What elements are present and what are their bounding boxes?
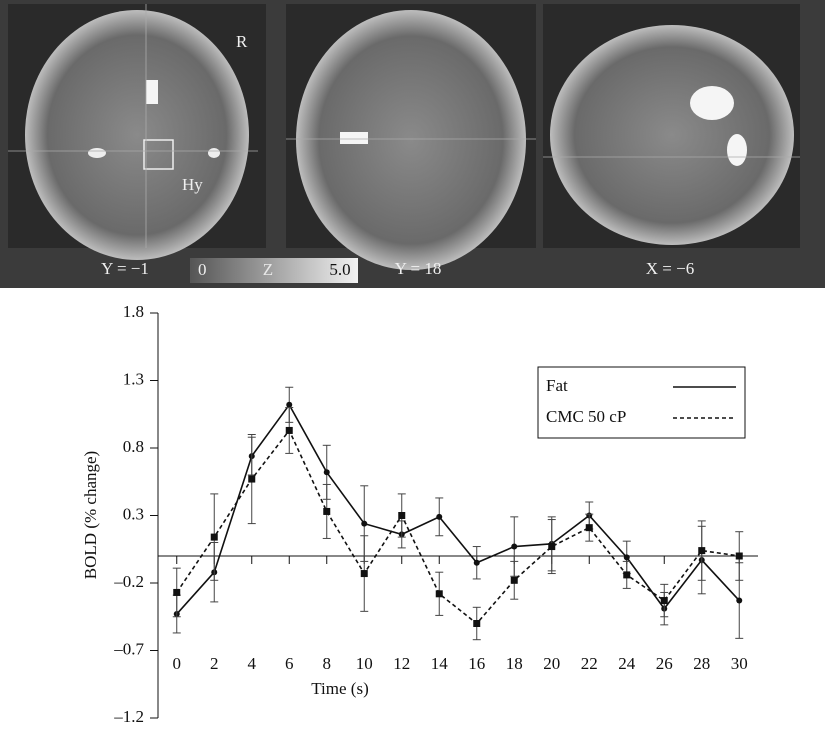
x-tick-label: 20	[543, 654, 560, 673]
x-tick-label: 30	[731, 654, 748, 673]
x-tick-label: 2	[210, 654, 219, 673]
colorbar-min: 0	[198, 260, 207, 279]
y-tick-label: 0.8	[123, 437, 144, 456]
colorbar-name: Z	[263, 260, 273, 279]
slice-label: Y = 18	[395, 259, 442, 278]
marker	[623, 554, 630, 561]
marker	[698, 547, 706, 555]
slice-label: X = −6	[646, 259, 694, 278]
colorbar-max: 5.0	[329, 260, 350, 279]
legend-box	[537, 366, 746, 439]
y-tick-label: –0.7	[113, 639, 144, 658]
slice-label: Y = −1	[101, 259, 149, 278]
marker	[736, 597, 743, 604]
marker	[623, 571, 631, 579]
marker	[473, 620, 481, 627]
x-tick-label: 24	[618, 654, 636, 673]
x-tick-label: 18	[506, 654, 523, 673]
legend-label: Fat	[546, 376, 568, 395]
brain-image	[543, 4, 800, 248]
y-tick-label: 1.3	[123, 369, 144, 388]
marker	[360, 570, 368, 578]
x-tick-label: 0	[173, 654, 182, 673]
x-tick-label: 12	[393, 654, 410, 673]
colorbar	[190, 258, 358, 283]
marker	[286, 401, 293, 408]
region-label: Hy	[182, 175, 203, 194]
marker	[511, 543, 518, 550]
marker	[585, 524, 593, 532]
orientation-label: R	[236, 32, 248, 51]
marker	[473, 559, 480, 566]
y-tick-label: –0.2	[113, 572, 144, 591]
x-tick-label: 22	[581, 654, 598, 673]
marker	[548, 543, 556, 551]
y-tick-label: –1.2	[113, 707, 144, 726]
x-tick-label: 28	[693, 654, 710, 673]
marker	[248, 475, 256, 483]
y-axis-title: BOLD (% change)	[81, 451, 100, 579]
series-line	[176, 403, 740, 615]
y-tick-label: 0.3	[123, 504, 144, 523]
marker	[436, 513, 443, 520]
marker	[210, 533, 218, 541]
marker	[398, 512, 406, 519]
marker	[735, 552, 743, 560]
marker	[285, 426, 293, 434]
brain-image	[286, 4, 536, 270]
y-tick-label: 1.8	[123, 302, 144, 321]
x-tick-label: 4	[248, 654, 257, 673]
x-tick-label: 16	[468, 654, 485, 673]
x-tick-label: 14	[431, 654, 449, 673]
x-tick-label: 26	[656, 654, 673, 673]
x-axis-title: Time (s)	[311, 679, 368, 698]
marker	[323, 507, 331, 515]
marker	[361, 520, 368, 527]
marker	[660, 597, 668, 605]
brain-image	[8, 4, 266, 260]
marker	[435, 590, 443, 598]
x-tick-label: 6	[285, 654, 294, 673]
marker	[173, 588, 181, 596]
x-tick-label: 8	[323, 654, 332, 673]
x-tick-label: 10	[356, 654, 373, 673]
series-line	[176, 428, 740, 625]
marker	[510, 576, 518, 584]
marker	[323, 469, 330, 476]
legend-label: CMC 50 cP	[546, 407, 626, 426]
